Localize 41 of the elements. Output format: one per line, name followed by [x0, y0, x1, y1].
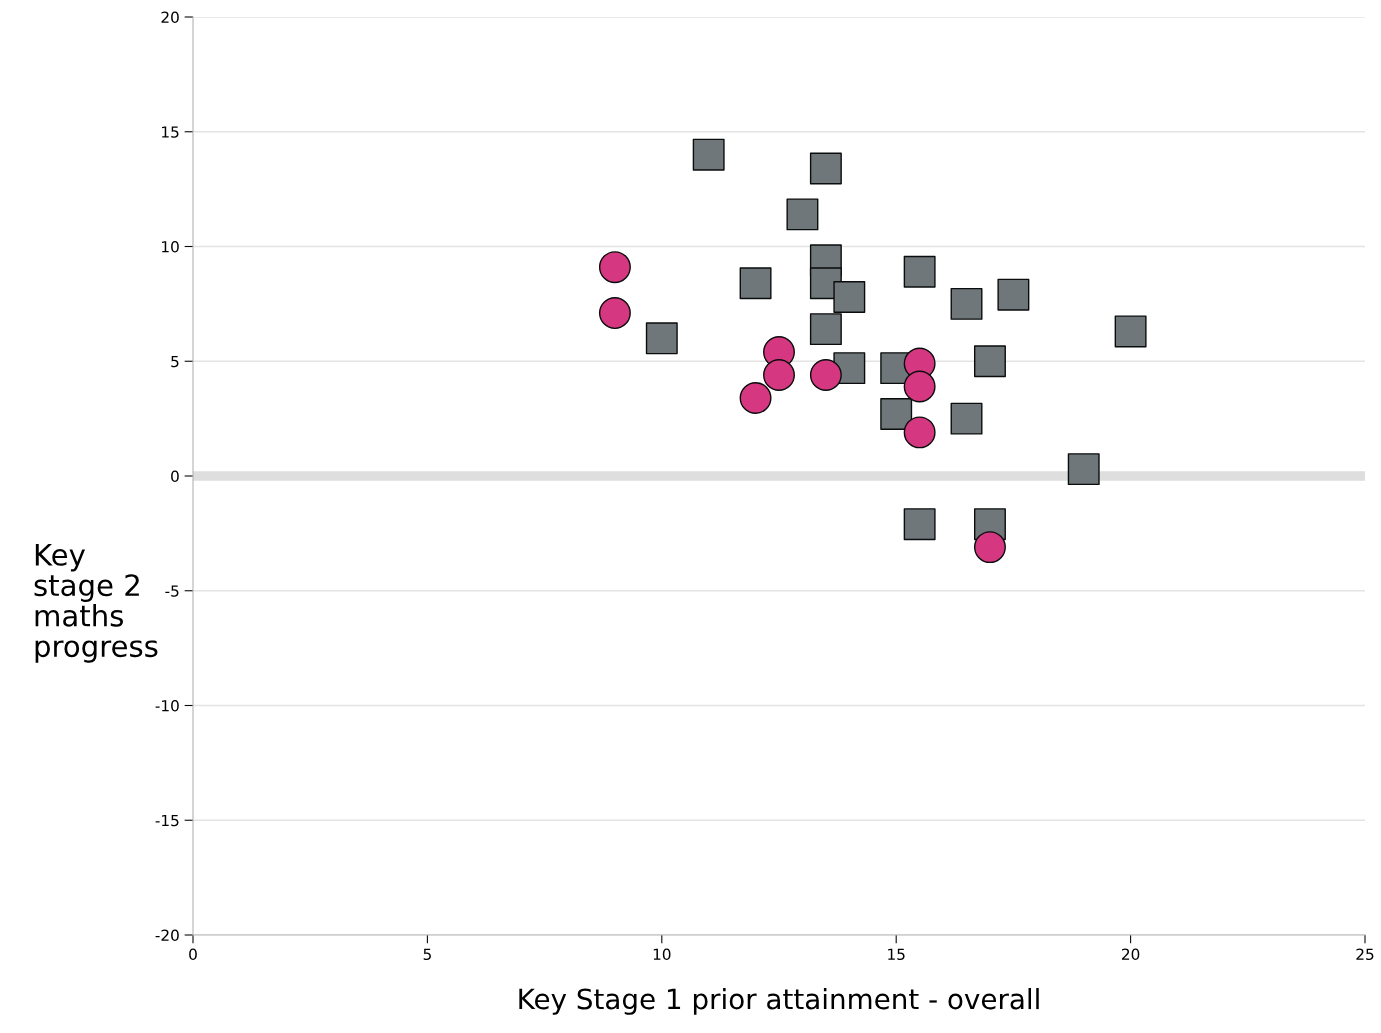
point	[950, 402, 983, 435]
point	[833, 281, 866, 313]
y-tick-label: 20	[161, 11, 179, 24]
point	[903, 255, 936, 288]
y-tick-label: 15	[162, 126, 179, 138]
point	[645, 322, 678, 355]
point	[950, 287, 983, 320]
y-tick-label: -15	[155, 814, 179, 827]
point	[973, 531, 1006, 564]
point	[903, 370, 936, 403]
point	[598, 297, 631, 330]
point	[903, 416, 936, 449]
point	[692, 138, 725, 171]
y-tick-label: -10	[155, 699, 179, 712]
point	[763, 359, 795, 391]
y-tick-label: -5	[165, 585, 179, 597]
y-tick-label: 0	[171, 470, 179, 483]
point	[786, 198, 819, 231]
point	[973, 345, 1006, 378]
point	[598, 251, 631, 284]
x-tick-label: 15	[888, 948, 905, 961]
point	[739, 267, 772, 300]
x-tick-label: 20	[1122, 948, 1140, 961]
point	[809, 313, 842, 346]
point	[880, 398, 913, 431]
point	[739, 381, 772, 414]
point	[809, 359, 842, 391]
y-tick-label: 5	[171, 355, 179, 368]
y-tick-label: -20	[155, 929, 179, 942]
y-axis-title: Key stage 2 maths progress	[34, 544, 158, 663]
x-tick-label: 5	[423, 948, 431, 961]
x-axis-title: Key Stage 1 prior attainment - overall	[519, 987, 1039, 1015]
point	[1114, 315, 1147, 348]
x-tick-label: 10	[653, 948, 671, 961]
y-tick-label: 10	[162, 240, 179, 253]
point	[997, 278, 1030, 311]
point	[1067, 453, 1100, 486]
x-tick-label: 0	[189, 948, 197, 961]
x-tick-label: 25	[1356, 948, 1374, 961]
point	[903, 508, 936, 541]
point	[809, 152, 842, 185]
